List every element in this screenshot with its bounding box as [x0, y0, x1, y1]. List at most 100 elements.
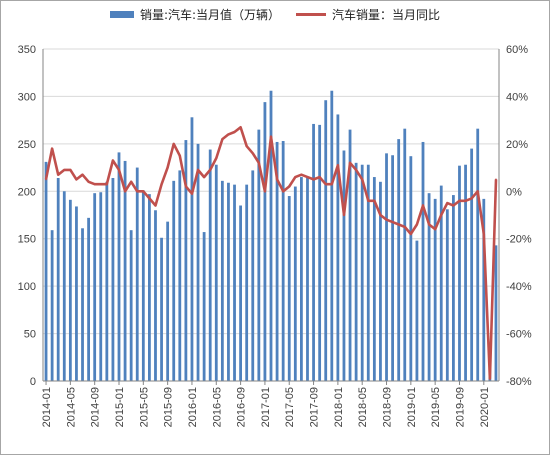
bar: [105, 181, 109, 381]
x-tick-label: 2014-05: [65, 387, 77, 427]
line-point: [136, 190, 139, 193]
line-point: [476, 190, 479, 193]
line-point: [294, 176, 297, 178]
bar: [178, 170, 182, 381]
line-point: [373, 199, 376, 202]
y-left-tick-label: 300: [18, 91, 36, 103]
x-tick-label: 2019-09: [454, 387, 466, 427]
line-point: [440, 214, 443, 216]
bar: [135, 167, 139, 381]
line-point: [105, 183, 108, 186]
x-tick-label: 2018-05: [357, 387, 369, 427]
bar: [227, 182, 230, 381]
line-point: [197, 169, 199, 171]
bar: [427, 193, 431, 381]
bar: [257, 129, 261, 381]
line-point: [488, 377, 491, 380]
bar: [184, 140, 188, 381]
bar: [50, 230, 54, 381]
line-point: [148, 197, 151, 200]
bar: [464, 164, 467, 381]
bar: [366, 164, 370, 381]
bar: [202, 232, 206, 381]
x-tick-label: 2017-01: [260, 387, 272, 427]
line-point: [154, 204, 157, 207]
x-tick-label: 2016-05: [211, 387, 223, 427]
bar: [251, 170, 255, 381]
y-left-tick-label: 350: [18, 44, 36, 56]
bar: [403, 128, 407, 381]
y-right-tick-label: 40%: [506, 91, 528, 103]
bar: [482, 198, 486, 381]
bar: [275, 141, 279, 381]
line-point: [428, 223, 430, 226]
line-point: [99, 183, 102, 186]
line-point: [397, 223, 400, 226]
bar: [476, 128, 480, 381]
line-point: [434, 228, 437, 231]
line-point: [221, 138, 224, 141]
y-right-tick-label: 20%: [506, 139, 528, 151]
bar: [154, 210, 157, 381]
bar: [111, 178, 115, 381]
bar: [391, 155, 394, 381]
line-point: [422, 204, 424, 207]
bar: [166, 221, 170, 381]
line-point: [470, 197, 473, 200]
line-point: [409, 233, 412, 235]
line-point: [282, 190, 285, 193]
bar: [415, 240, 419, 381]
line-point: [464, 199, 467, 202]
bar: [360, 164, 364, 381]
y-right-tick-label: -60%: [506, 329, 532, 341]
bar: [269, 90, 273, 381]
bar: [439, 185, 443, 381]
x-tick-label: 2015-05: [138, 387, 150, 427]
line-point: [495, 178, 497, 181]
x-tick-label: 2017-09: [309, 387, 321, 427]
bar: [99, 192, 103, 381]
line-point: [75, 178, 78, 181]
bar: [56, 178, 60, 381]
line-point: [69, 169, 72, 171]
line-point: [57, 173, 60, 176]
y-right-tick-label: 60%: [506, 44, 528, 56]
x-tick-label: 2016-09: [236, 387, 248, 427]
bar: [312, 123, 315, 382]
line-point: [45, 178, 47, 181]
bar: [172, 180, 176, 381]
bar: [214, 164, 218, 381]
bar: [62, 191, 66, 381]
bar: [141, 190, 145, 381]
legend-label-sales: 销量:汽车:当月值（万辆）: [139, 7, 281, 22]
line-point: [367, 199, 370, 202]
line-point: [306, 176, 309, 178]
x-tick-label: 2014-01: [41, 387, 53, 427]
x-tick-label: 2018-01: [333, 387, 345, 427]
line-point: [403, 225, 406, 228]
bar: [379, 181, 382, 381]
bar: [196, 143, 200, 381]
bar: [233, 184, 236, 381]
line-point: [239, 126, 242, 129]
bar: [470, 148, 474, 381]
line-point: [227, 133, 230, 136]
bar: [93, 193, 97, 381]
line-point: [312, 178, 315, 181]
bar: [354, 162, 358, 381]
line-point: [318, 176, 321, 178]
line-point: [93, 183, 96, 186]
line-point: [233, 131, 236, 133]
line-point: [482, 233, 485, 235]
bar: [324, 100, 328, 382]
y-left-tick-label: 100: [18, 281, 36, 293]
bar: [421, 141, 425, 381]
line-point: [270, 135, 272, 138]
line-point: [215, 157, 218, 159]
line-point: [324, 183, 327, 186]
bar: [409, 156, 413, 381]
x-tick-label: 2015-01: [114, 387, 126, 427]
bar: [445, 209, 449, 381]
line-point: [87, 180, 90, 183]
legend-item-sales: 销量:汽车:当月值（万辆）: [109, 6, 281, 23]
